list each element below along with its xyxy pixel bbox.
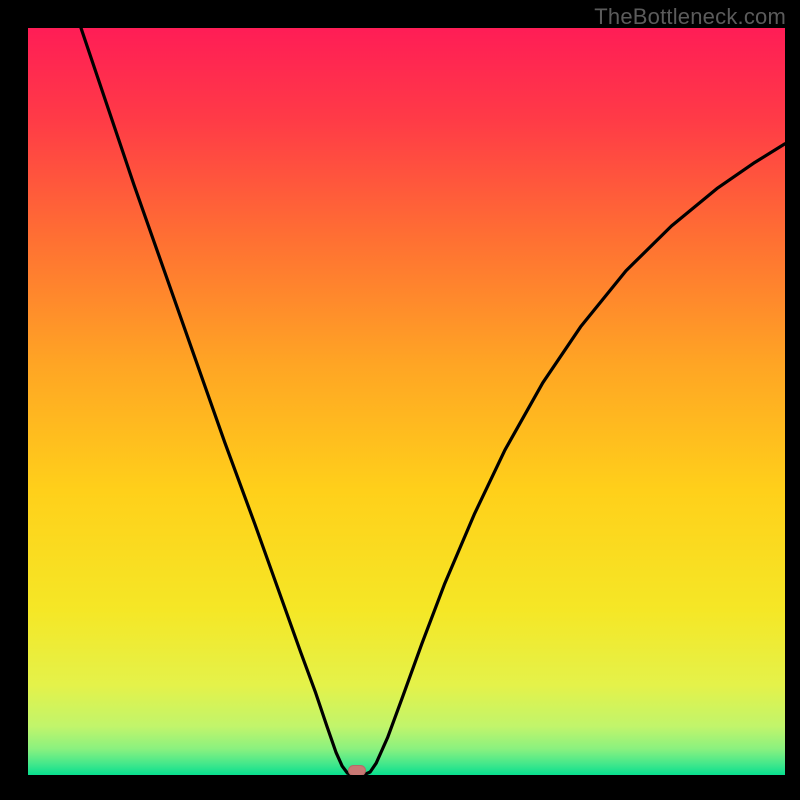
curve-svg [28,28,785,775]
optimum-marker [348,765,366,775]
watermark-text: TheBottleneck.com [594,4,786,30]
bottleneck-curve [81,28,785,775]
plot-frame [28,28,785,775]
plot-area [28,28,785,775]
